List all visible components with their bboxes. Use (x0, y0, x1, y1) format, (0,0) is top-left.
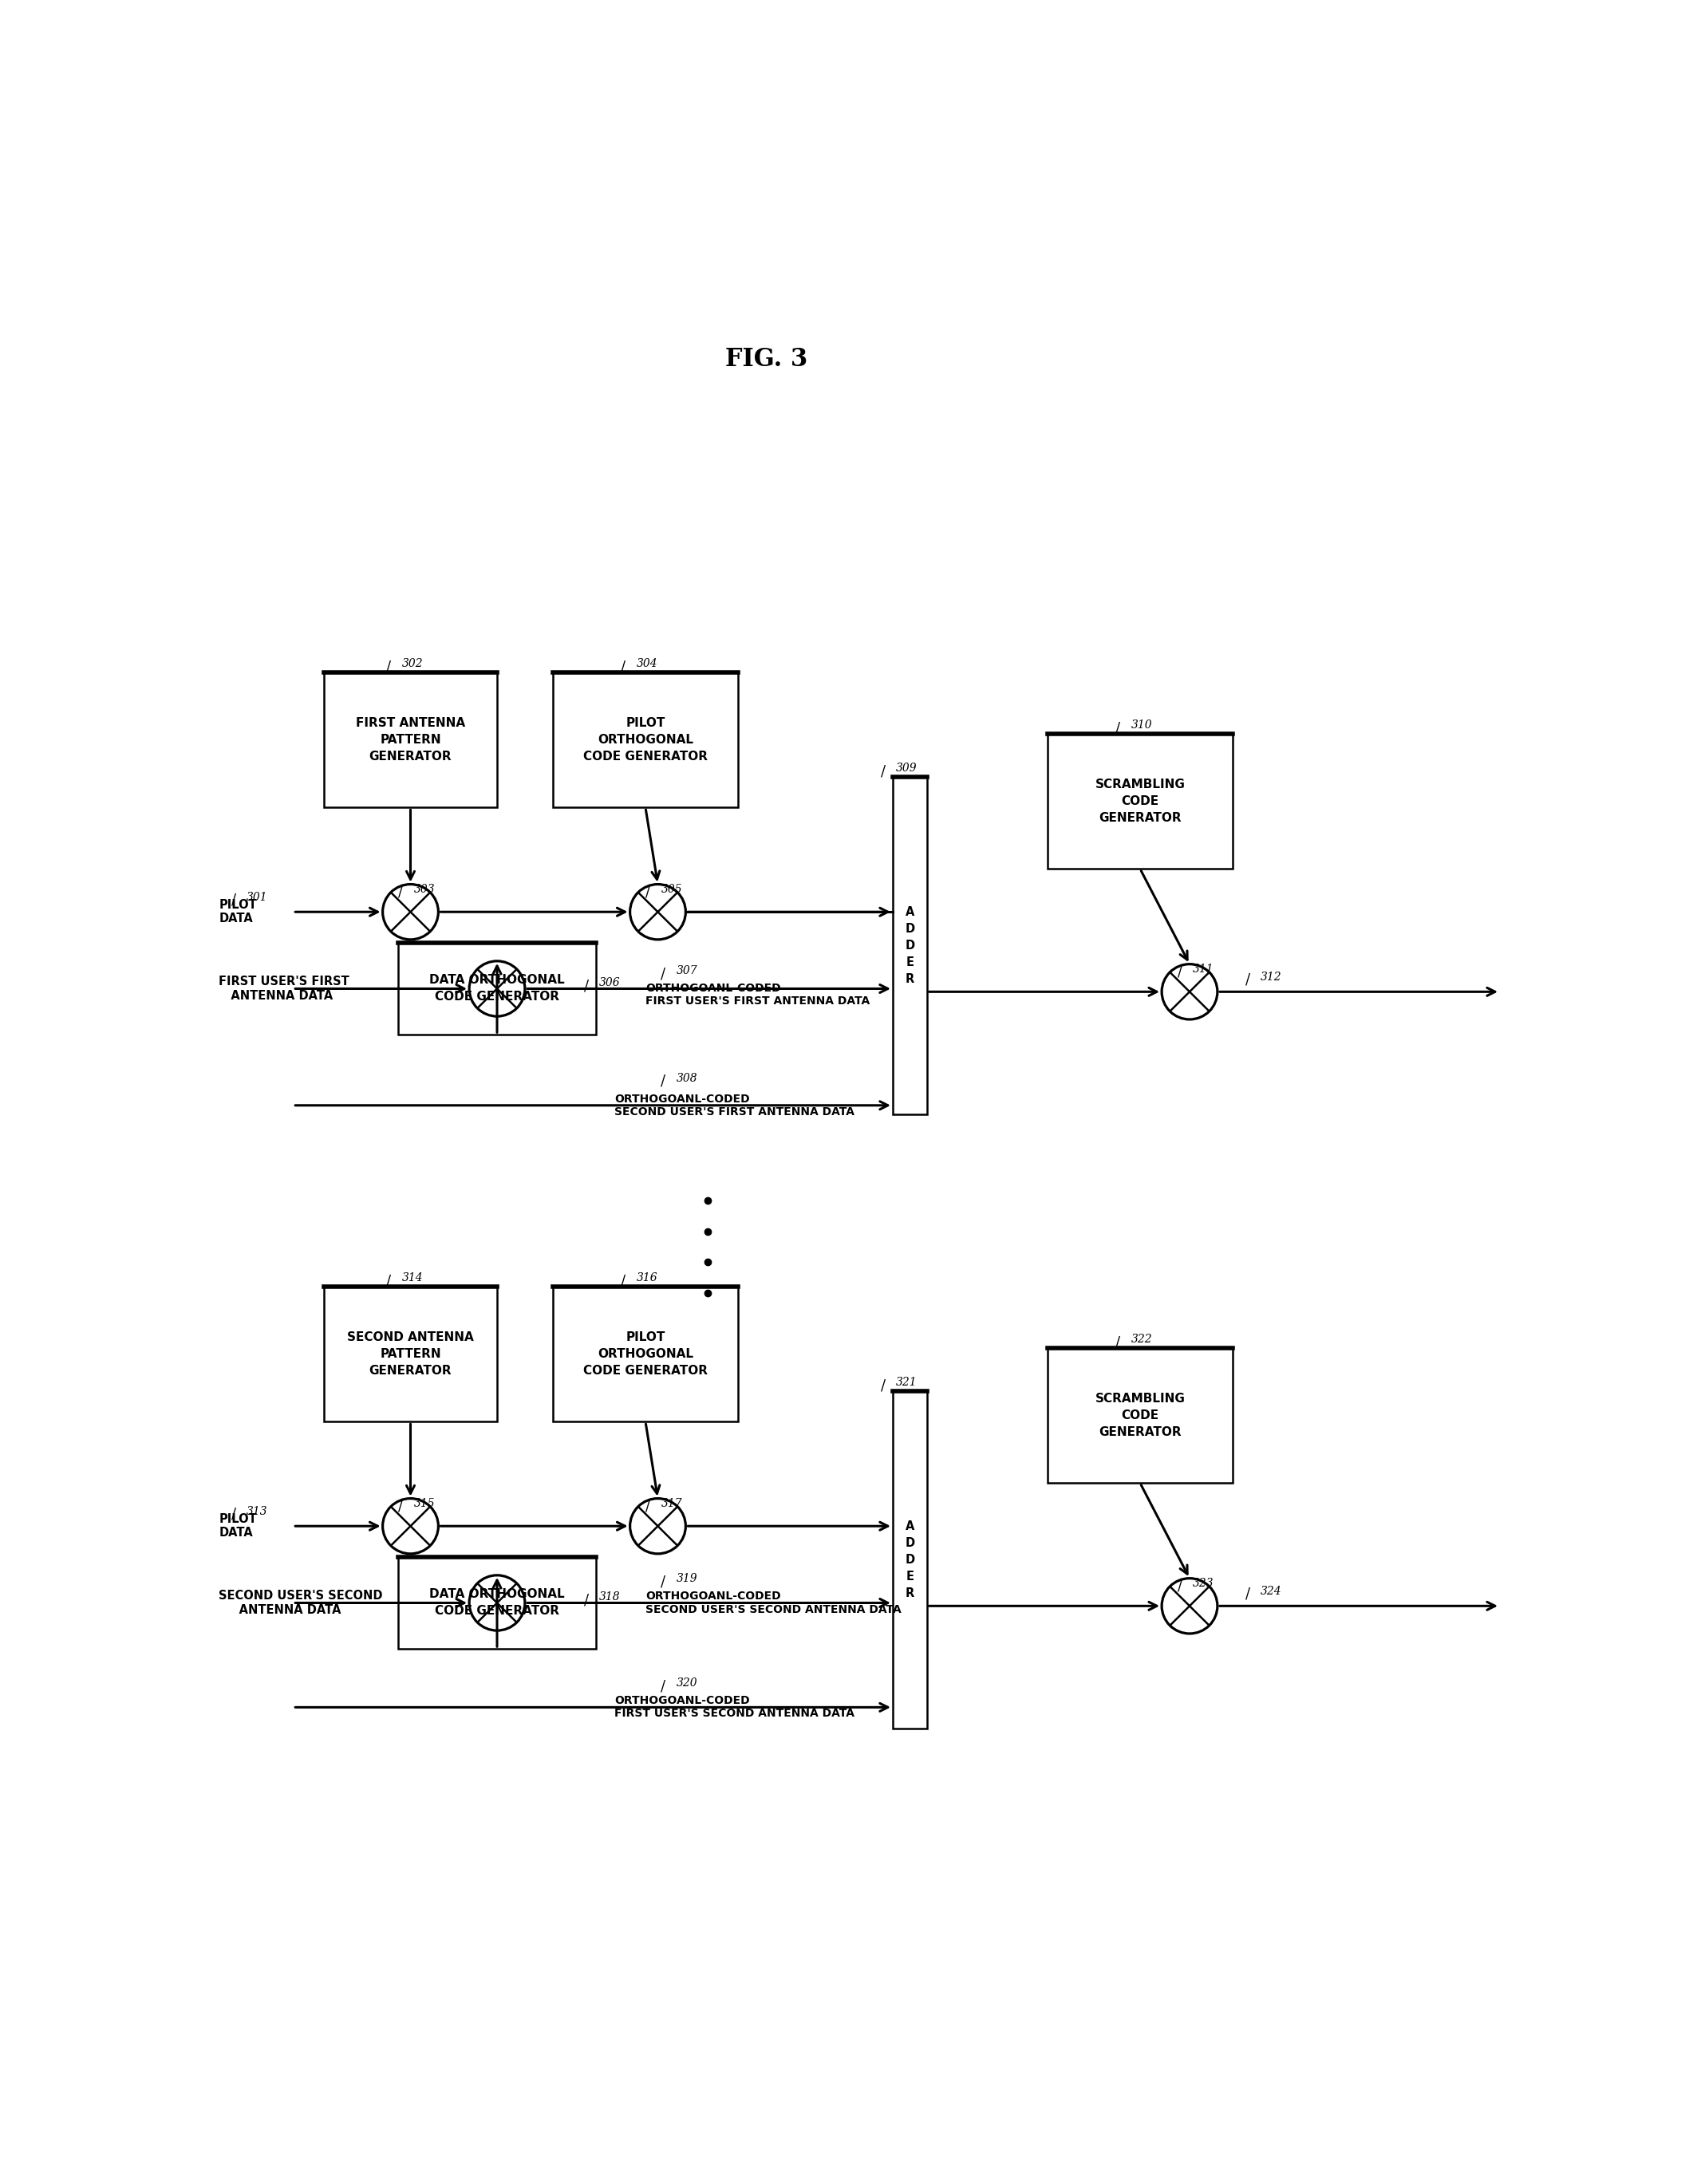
Text: 314: 314 (401, 1273, 424, 1284)
Text: PILOT
DATA: PILOT DATA (219, 900, 257, 924)
Text: /: / (662, 1575, 665, 1590)
Text: /: / (662, 968, 665, 981)
Text: /: / (386, 1273, 391, 1289)
Text: FIRST USER'S FIRST
   ANTENNA DATA: FIRST USER'S FIRST ANTENNA DATA (219, 976, 349, 1002)
Text: FIRST ANTENNA
PATTERN
GENERATOR: FIRST ANTENNA PATTERN GENERATOR (356, 716, 464, 762)
Text: /: / (662, 1075, 665, 1090)
Text: 319: 319 (677, 1572, 697, 1583)
Text: SECOND USER'S SECOND
     ANTENNA DATA: SECOND USER'S SECOND ANTENNA DATA (219, 1590, 383, 1616)
Text: /: / (621, 1273, 626, 1289)
Text: SECOND ANTENNA
PATTERN
GENERATOR: SECOND ANTENNA PATTERN GENERATOR (347, 1332, 475, 1376)
Text: 302: 302 (401, 657, 424, 668)
Bar (323, 1286, 497, 1422)
Text: DATA ORTHOGONAL
CODE GENERATOR: DATA ORTHOGONAL CODE GENERATOR (429, 1588, 565, 1616)
Text: SCRAMBLING
CODE
GENERATOR: SCRAMBLING CODE GENERATOR (1095, 780, 1186, 823)
Text: 313: 313 (247, 1505, 267, 1518)
Text: /: / (1245, 1588, 1250, 1601)
Text: 303: 303 (413, 885, 435, 895)
Bar (1048, 734, 1233, 869)
Text: 316: 316 (636, 1273, 657, 1284)
Bar (893, 1391, 927, 1730)
Text: 304: 304 (636, 657, 657, 668)
Text: 301: 301 (247, 891, 267, 902)
Text: /: / (398, 885, 403, 900)
Text: 321: 321 (896, 1376, 917, 1387)
Bar (398, 1557, 595, 1649)
Bar (323, 673, 497, 808)
Text: /: / (662, 1679, 665, 1695)
Bar (553, 1286, 738, 1422)
Text: 307: 307 (677, 965, 697, 976)
Text: /: / (231, 1507, 236, 1522)
Text: 305: 305 (662, 885, 682, 895)
Text: 315: 315 (413, 1498, 435, 1509)
Text: /: / (1177, 1579, 1182, 1594)
Text: /: / (645, 885, 650, 900)
Text: 322: 322 (1131, 1334, 1152, 1345)
Text: ORTHOGOANL-CODED
SECOND USER'S SECOND ANTENNA DATA: ORTHOGOANL-CODED SECOND USER'S SECOND AN… (645, 1590, 902, 1614)
Text: SCRAMBLING
CODE
GENERATOR: SCRAMBLING CODE GENERATOR (1095, 1393, 1186, 1439)
Text: /: / (621, 660, 626, 675)
Text: ORTHOGOANL-CODED
SECOND USER'S FIRST ANTENNA DATA: ORTHOGOANL-CODED SECOND USER'S FIRST ANT… (614, 1094, 854, 1118)
Text: 309: 309 (896, 762, 917, 773)
Text: 323: 323 (1192, 1577, 1215, 1588)
Text: /: / (645, 1500, 650, 1514)
Text: PILOT
ORTHOGONAL
CODE GENERATOR: PILOT ORTHOGONAL CODE GENERATOR (583, 716, 708, 762)
Text: 306: 306 (599, 978, 621, 989)
Text: /: / (386, 660, 391, 675)
Bar (398, 943, 595, 1035)
Text: /: / (231, 893, 236, 909)
Text: /: / (1116, 721, 1121, 736)
Text: ORTHOGOANL-CODED
FIRST USER'S FIRST ANTENNA DATA: ORTHOGOANL-CODED FIRST USER'S FIRST ANTE… (645, 983, 869, 1007)
Bar (1048, 1348, 1233, 1483)
Text: PILOT
DATA: PILOT DATA (219, 1514, 257, 1540)
Text: /: / (1245, 974, 1250, 987)
Text: /: / (398, 1500, 403, 1514)
Text: 312: 312 (1260, 972, 1283, 983)
Text: PILOT
ORTHOGONAL
CODE GENERATOR: PILOT ORTHOGONAL CODE GENERATOR (583, 1332, 708, 1376)
Text: 324: 324 (1260, 1586, 1283, 1597)
Text: 308: 308 (677, 1072, 697, 1083)
Text: FIG. 3: FIG. 3 (725, 347, 808, 371)
Bar (553, 673, 738, 808)
Text: /: / (583, 978, 589, 994)
Text: A
D
D
E
R: A D D E R (905, 1520, 915, 1599)
Text: /: / (881, 1378, 885, 1393)
Text: 311: 311 (1192, 963, 1215, 974)
Text: DATA ORTHOGONAL
CODE GENERATOR: DATA ORTHOGONAL CODE GENERATOR (429, 974, 565, 1002)
Text: /: / (1116, 1334, 1121, 1350)
Text: 317: 317 (662, 1498, 682, 1509)
Text: /: / (583, 1594, 589, 1607)
Text: 320: 320 (677, 1677, 697, 1688)
Text: /: / (881, 764, 885, 780)
Text: ORTHOGOANL-CODED
FIRST USER'S SECOND ANTENNA DATA: ORTHOGOANL-CODED FIRST USER'S SECOND ANT… (614, 1695, 854, 1719)
Text: A
D
D
E
R: A D D E R (905, 906, 915, 985)
Bar (893, 778, 927, 1114)
Text: /: / (1177, 965, 1182, 978)
Text: 310: 310 (1131, 719, 1152, 732)
Text: 318: 318 (599, 1592, 621, 1603)
